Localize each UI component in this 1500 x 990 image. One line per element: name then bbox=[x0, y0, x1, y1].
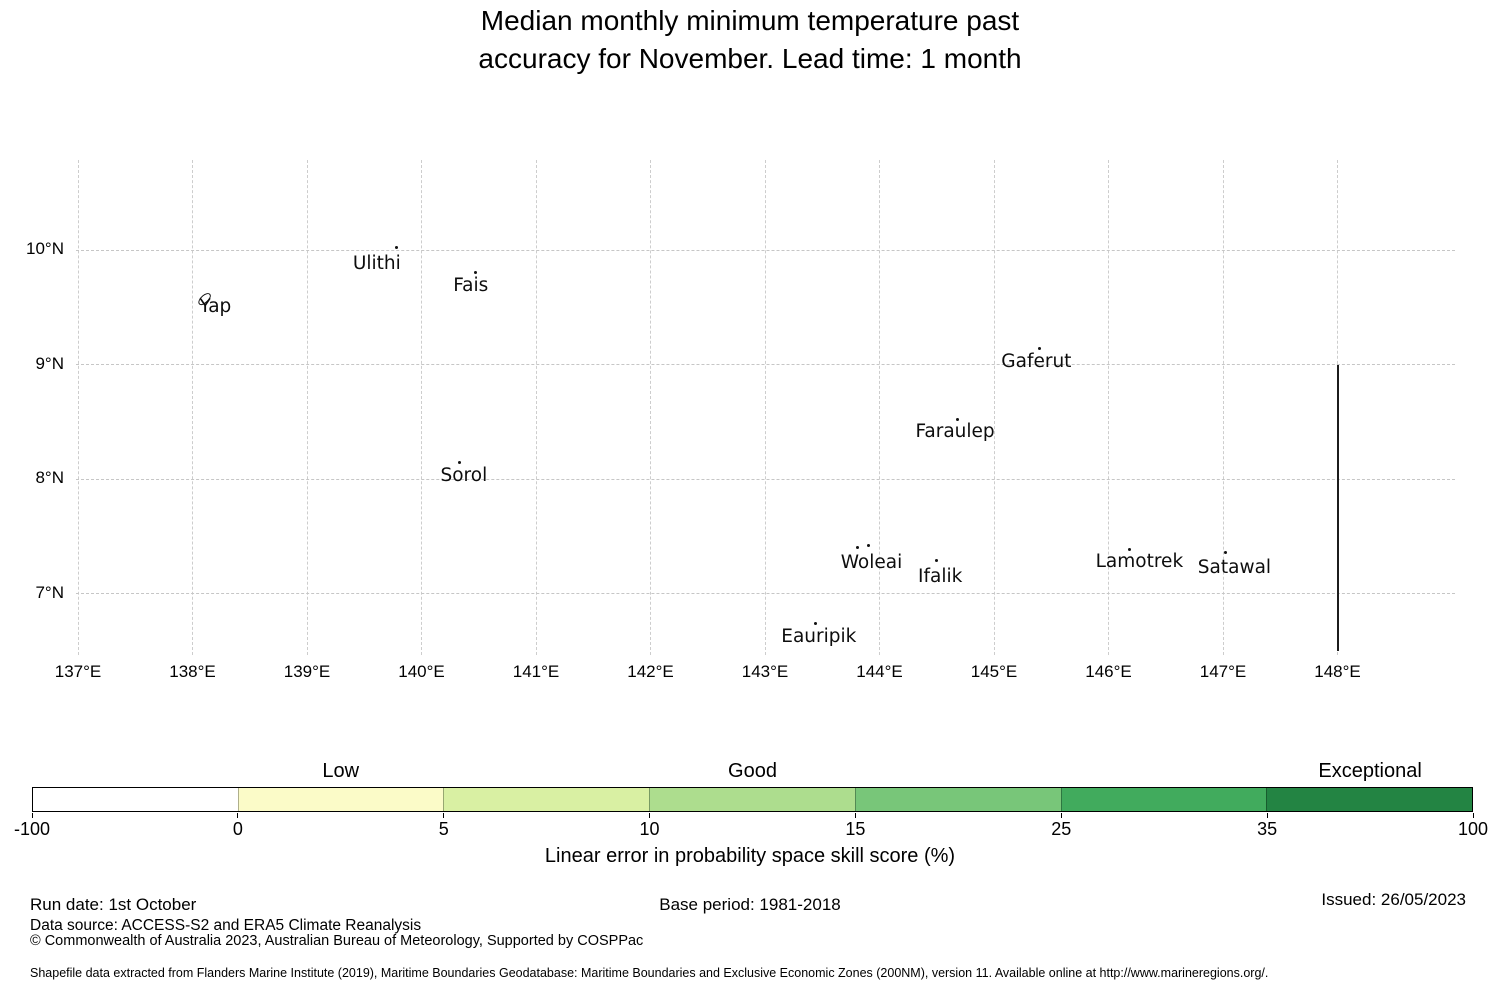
data-source-text: Data source: ACCESS-S2 and ERA5 Climate … bbox=[30, 917, 422, 934]
x-tick-label: 147°E bbox=[1199, 662, 1247, 681]
x-gridline bbox=[192, 160, 193, 655]
y-gridline bbox=[76, 249, 1455, 251]
colorbar-segment bbox=[33, 788, 238, 811]
x-tick-label: 144°E bbox=[856, 662, 903, 681]
x-gridline bbox=[306, 160, 308, 655]
run-date-text: Run date: 1st October bbox=[30, 895, 197, 914]
y-tick-label: 10°N bbox=[26, 239, 64, 258]
colorbar-segment bbox=[237, 788, 444, 811]
y-gridline bbox=[76, 478, 1455, 480]
x-tick-label: 145°E bbox=[970, 662, 1018, 681]
island-label: Lamotrek bbox=[1095, 550, 1184, 572]
island-dot bbox=[473, 271, 477, 275]
island-dot bbox=[1038, 347, 1042, 351]
island-label: Sorol bbox=[440, 464, 488, 486]
x-gridline bbox=[77, 160, 79, 655]
x-gridline bbox=[421, 160, 422, 655]
colorbar-segment bbox=[1060, 788, 1267, 811]
chart-title-line1: Median monthly minimum temperature past bbox=[480, 5, 1020, 36]
x-tick-label: 138°E bbox=[169, 662, 216, 681]
x-tick-label: 139°E bbox=[283, 662, 331, 681]
x-gridline bbox=[1108, 160, 1109, 655]
island-label: Woleai bbox=[840, 552, 903, 573]
x-tick-label: 137°E bbox=[54, 662, 102, 681]
x-gridline bbox=[650, 160, 651, 655]
island-dot bbox=[955, 418, 959, 422]
colorbar bbox=[32, 787, 1473, 812]
shapefile-note-text: Shapefile data extracted from Flanders M… bbox=[30, 966, 1269, 980]
island-label: Fais bbox=[453, 274, 489, 296]
x-gridline bbox=[1222, 160, 1224, 655]
y-tick-label: 7°N bbox=[35, 582, 64, 602]
colorbar-segment bbox=[1266, 788, 1473, 811]
colorbar-segment bbox=[443, 788, 650, 811]
island-dot bbox=[1127, 547, 1131, 551]
x-gridline bbox=[993, 160, 995, 655]
island-dot bbox=[866, 544, 870, 548]
island-label: Satawal bbox=[1197, 556, 1272, 578]
island-dot bbox=[935, 559, 939, 563]
chart-title: Median monthly minimum temperature past … bbox=[0, 2, 1500, 78]
x-gridline bbox=[764, 160, 766, 655]
y-tick-label: 9°N bbox=[35, 353, 64, 373]
x-gridline bbox=[535, 160, 537, 655]
x-tick-label: 143°E bbox=[741, 662, 789, 681]
island-label: Gaferut bbox=[1001, 351, 1072, 373]
island-label: Eauripik bbox=[781, 626, 857, 648]
island-dot bbox=[394, 246, 398, 250]
eez-boundary-line bbox=[1336, 364, 1339, 652]
island-label: Ulithi bbox=[352, 252, 401, 274]
x-tick-label: 142°E bbox=[627, 662, 674, 681]
island-dot bbox=[856, 546, 860, 550]
island-label: Faraulep bbox=[915, 421, 995, 443]
colorbar-segment bbox=[649, 788, 855, 811]
colorbar-segment bbox=[854, 788, 1061, 811]
x-tick-label: 146°E bbox=[1085, 662, 1132, 681]
island-label: Ifalik bbox=[918, 565, 963, 587]
colorbar-axis-label: Linear error in probability space skill … bbox=[544, 845, 956, 867]
island-dot bbox=[457, 460, 461, 464]
issued-date-text: Issued: 26/05/2023 bbox=[1321, 890, 1466, 909]
y-tick-label: 8°N bbox=[35, 468, 64, 488]
chart-title-line2: accuracy for November. Lead time: 1 mont… bbox=[478, 43, 1022, 74]
island-label: Yap bbox=[199, 296, 232, 318]
base-period-text: Base period: 1981-2018 bbox=[659, 895, 841, 914]
y-gridline bbox=[76, 593, 1455, 595]
copyright-text: © Commonwealth of Australia 2023, Austra… bbox=[30, 933, 644, 949]
x-tick-label: 141°E bbox=[512, 662, 560, 681]
island-dot bbox=[1223, 551, 1227, 555]
x-tick-label: 140°E bbox=[398, 662, 445, 681]
x-tick-label: 148°E bbox=[1314, 662, 1361, 681]
island-dot bbox=[813, 622, 817, 626]
x-gridline bbox=[879, 160, 880, 655]
y-gridline bbox=[76, 364, 1455, 366]
